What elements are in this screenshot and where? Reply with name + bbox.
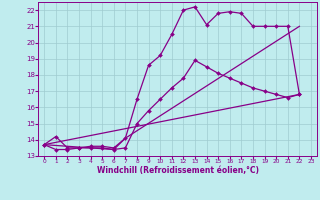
X-axis label: Windchill (Refroidissement éolien,°C): Windchill (Refroidissement éolien,°C): [97, 166, 259, 175]
